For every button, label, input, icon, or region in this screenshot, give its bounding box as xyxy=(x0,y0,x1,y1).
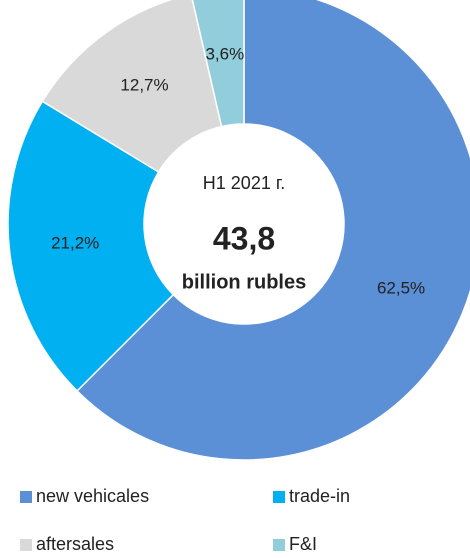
donut-slice xyxy=(41,0,223,174)
slice-label: 21,2% xyxy=(51,234,99,253)
slice-label: 3,6% xyxy=(205,45,244,64)
center-total: 43,8 xyxy=(213,220,275,256)
legend-swatch xyxy=(20,539,32,551)
legend-label: F&I xyxy=(289,534,317,554)
slice-label: 62,5% xyxy=(377,279,425,298)
donut-slice xyxy=(7,100,175,392)
center-unit: billion rubles xyxy=(182,271,306,293)
legend-label: new vehicales xyxy=(36,486,149,506)
donut-slice xyxy=(76,0,470,461)
legend-swatch xyxy=(20,491,32,503)
donut-slice xyxy=(191,0,245,128)
center-caption: H1 2021 г. xyxy=(203,173,285,193)
slice-label: 12,7% xyxy=(120,76,168,95)
legend-label: aftersales xyxy=(36,534,114,554)
legend-label: trade-in xyxy=(289,486,350,506)
legend-swatch xyxy=(273,491,285,503)
legend-swatch xyxy=(273,539,285,551)
